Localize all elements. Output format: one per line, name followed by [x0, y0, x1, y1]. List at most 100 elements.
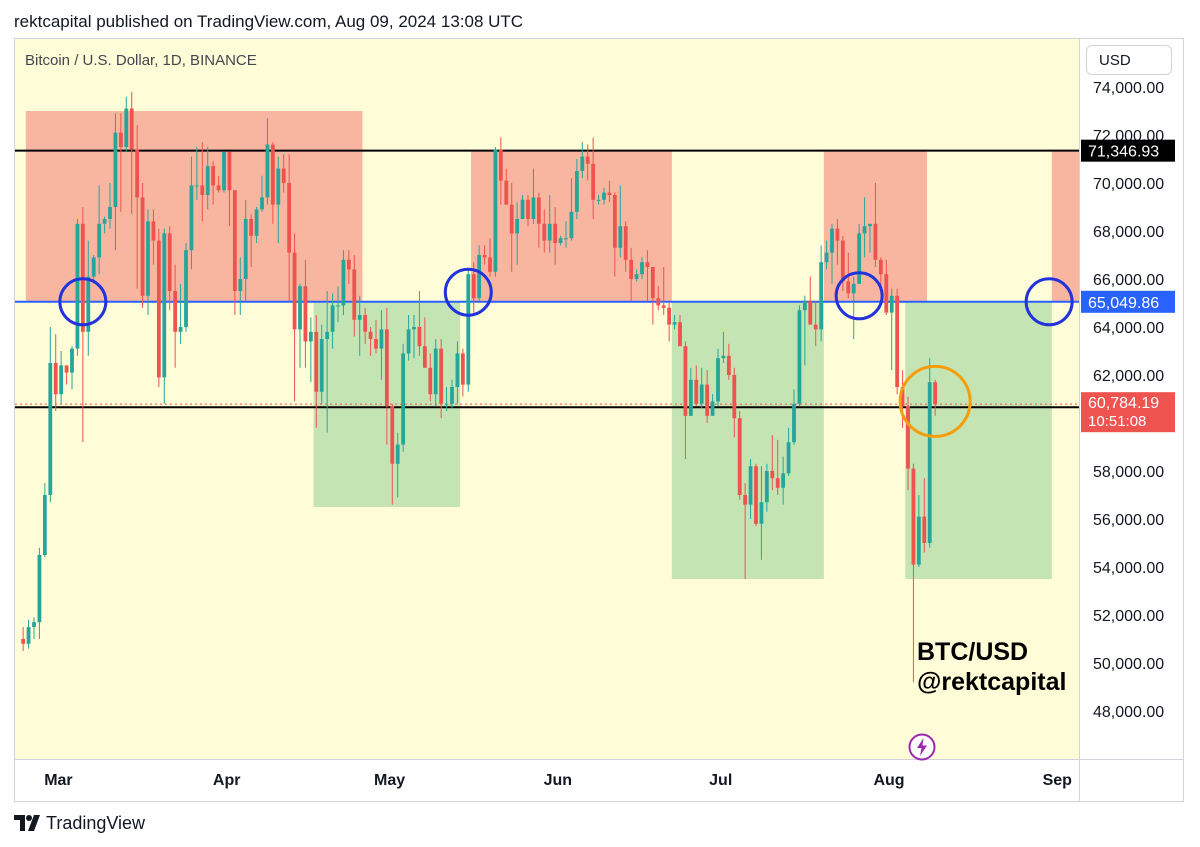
candle-body: [916, 516, 921, 565]
candle-body: [303, 286, 308, 342]
candle-body: [146, 221, 150, 296]
candle-body: [97, 223, 102, 258]
candle-body: [151, 221, 156, 241]
candle-body: [124, 108, 129, 147]
candle-body: [802, 300, 807, 311]
candle-body: [868, 223, 872, 227]
candle-body: [379, 329, 384, 349]
candle-body: [86, 276, 91, 332]
candle-body: [37, 555, 42, 623]
candle-body: [759, 502, 764, 524]
candle-body: [542, 223, 547, 241]
candle-body: [705, 384, 710, 416]
candle-body: [688, 379, 693, 416]
green-zone: [905, 301, 1052, 579]
candle-body: [726, 355, 731, 375]
tradingview-logo-icon[interactable]: [14, 814, 42, 832]
candle-body: [602, 192, 606, 200]
candle-body: [547, 223, 552, 241]
candle-body: [493, 149, 498, 272]
watermark-symbol: BTC/USD: [917, 638, 1029, 666]
candle-body: [813, 324, 818, 330]
candle-body: [129, 108, 134, 150]
candle-body: [737, 418, 742, 495]
candle-body: [325, 331, 330, 339]
y-tick-label: 62,000.00: [1093, 368, 1164, 385]
candle-body: [395, 444, 400, 464]
candlestick-chart[interactable]: 48,000.00 50,000.00 52,000.00 54,000.00 56,0…: [15, 39, 1183, 801]
candle-body: [884, 274, 889, 313]
candle-body: [612, 195, 617, 248]
lightning-icon[interactable]: [908, 733, 936, 761]
candle-body: [721, 355, 726, 359]
candle-body: [194, 185, 199, 187]
candle-body: [308, 331, 313, 342]
y-tick-label: 68,000.00: [1093, 224, 1164, 241]
candle-body: [857, 233, 862, 284]
candle-body: [232, 190, 237, 291]
candle-body: [488, 257, 492, 272]
candle-body: [927, 382, 932, 543]
candle-body: [319, 339, 324, 392]
candle-body: [808, 300, 813, 325]
candle-body: [173, 291, 178, 332]
candle-body: [504, 180, 509, 205]
candle-body: [933, 382, 938, 405]
candle-body: [824, 252, 829, 263]
candle-body: [754, 466, 758, 524]
y-tick-label: 64,000.00: [1093, 320, 1164, 337]
candle-body: [846, 281, 851, 294]
candle-body: [564, 238, 568, 240]
currency-button[interactable]: USD: [1086, 45, 1172, 75]
candle-body: [412, 327, 416, 330]
candle-body: [830, 228, 834, 253]
candle-body: [384, 329, 389, 407]
candle-body: [390, 406, 395, 464]
candle-body: [792, 403, 796, 443]
candle-body: [526, 199, 530, 219]
last-price-countdown: 10:51:08: [1088, 413, 1146, 430]
candle-body: [336, 305, 340, 307]
candle-body: [91, 257, 96, 277]
candle-body: [406, 329, 411, 354]
candle-body: [368, 331, 373, 339]
candle-body: [667, 307, 672, 325]
y-tick-label: 52,000.00: [1093, 608, 1164, 625]
candle-body: [775, 478, 780, 488]
candle-body: [645, 262, 650, 267]
x-tick-label: Apr: [213, 772, 241, 789]
candle-body: [922, 516, 927, 543]
candle-body: [835, 228, 840, 241]
candle-body: [574, 171, 579, 212]
candle-body: [59, 365, 64, 395]
candle-body: [140, 197, 145, 296]
chart-frame[interactable]: 48,000.00 50,000.00 52,000.00 54,000.00 56,0…: [14, 38, 1184, 802]
candle-body: [417, 327, 422, 347]
symbol-title: Bitcoin / U.S. Dollar, 1D, BINANCE: [25, 52, 257, 69]
candle-body: [374, 339, 378, 349]
y-tick-label: 54,000.00: [1093, 560, 1164, 577]
candle-body: [281, 168, 286, 183]
candle-body: [634, 274, 639, 279]
candle-body: [694, 379, 699, 404]
candle-body: [889, 295, 894, 313]
x-tick-label: Aug: [873, 772, 904, 789]
candle-body: [450, 387, 454, 404]
candle-body: [162, 233, 167, 378]
candle-body: [764, 471, 769, 503]
candle-body: [591, 163, 596, 200]
candle-body: [509, 204, 514, 234]
candle-body: [32, 622, 36, 627]
candle-body: [433, 348, 438, 395]
candle-body: [249, 219, 254, 236]
y-tick-label: 48,000.00: [1093, 704, 1164, 721]
candle-body: [650, 267, 655, 299]
candle-body: [911, 468, 916, 565]
publisher-line: rektcapital published on TradingView.com…: [14, 12, 524, 31]
candle-body: [797, 310, 802, 404]
candle-body: [167, 233, 172, 291]
candle-body: [553, 223, 558, 243]
candle-body: [786, 442, 791, 474]
candle-body: [102, 219, 107, 224]
candle-body: [21, 639, 26, 644]
